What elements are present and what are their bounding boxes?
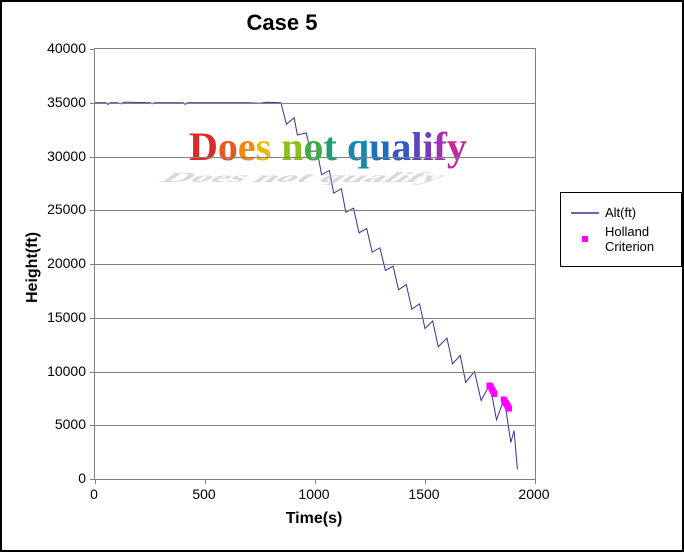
y-tick-label: 5000 [34, 416, 86, 432]
y-tick-label: 35000 [34, 94, 86, 110]
y-tick-label: 10000 [34, 363, 86, 379]
chart-title: Case 5 [2, 10, 562, 36]
plot-area: Does not qualify Does not qualify [94, 48, 536, 480]
x-tick-label: 500 [179, 486, 229, 502]
legend-label: Alt(ft) [605, 205, 636, 220]
legend-swatch [571, 208, 599, 218]
chart-frame: Case 5 Does not qualify Does not qualify… [0, 0, 684, 552]
overlay-shadow: Does not qualify [154, 169, 455, 185]
tick-mark-y [90, 210, 95, 211]
y-tick-label: 0 [34, 470, 86, 486]
y-tick-label: 40000 [34, 40, 86, 56]
gridline-h [95, 157, 535, 158]
tick-mark-x [535, 479, 536, 484]
tick-mark-y [90, 372, 95, 373]
gridline-h [95, 425, 535, 426]
tick-mark-y [90, 49, 95, 50]
tick-mark-x [95, 479, 96, 484]
y-tick-label: 25000 [34, 201, 86, 217]
y-tick-label: 20000 [34, 255, 86, 271]
x-tick-label: 0 [69, 486, 119, 502]
x-tick-label: 1500 [399, 486, 449, 502]
legend-row: Alt(ft) [571, 205, 671, 220]
y-tick-label: 15000 [34, 309, 86, 325]
x-tick-label: 2000 [509, 486, 559, 502]
series-holland-marker [491, 391, 497, 397]
tick-mark-x [315, 479, 316, 484]
tick-mark-y [90, 103, 95, 104]
tick-mark-y [90, 157, 95, 158]
x-axis-label: Time(s) [94, 510, 534, 528]
gridline-h [95, 103, 535, 104]
tick-mark-x [205, 479, 206, 484]
legend-swatch [571, 234, 599, 244]
legend-label: Holland Criterion [605, 224, 671, 254]
tick-mark-x [425, 479, 426, 484]
legend: Alt(ft) Holland Criterion [560, 192, 682, 267]
gridline-h [95, 372, 535, 373]
gridline-h [95, 318, 535, 319]
y-tick-label: 30000 [34, 148, 86, 164]
gridline-h [95, 264, 535, 265]
tick-mark-y [90, 264, 95, 265]
gridline-h [95, 210, 535, 211]
tick-mark-y [90, 425, 95, 426]
legend-row: Holland Criterion [571, 224, 671, 254]
tick-mark-y [90, 318, 95, 319]
series-holland-marker [506, 406, 512, 412]
x-tick-label: 1000 [289, 486, 339, 502]
